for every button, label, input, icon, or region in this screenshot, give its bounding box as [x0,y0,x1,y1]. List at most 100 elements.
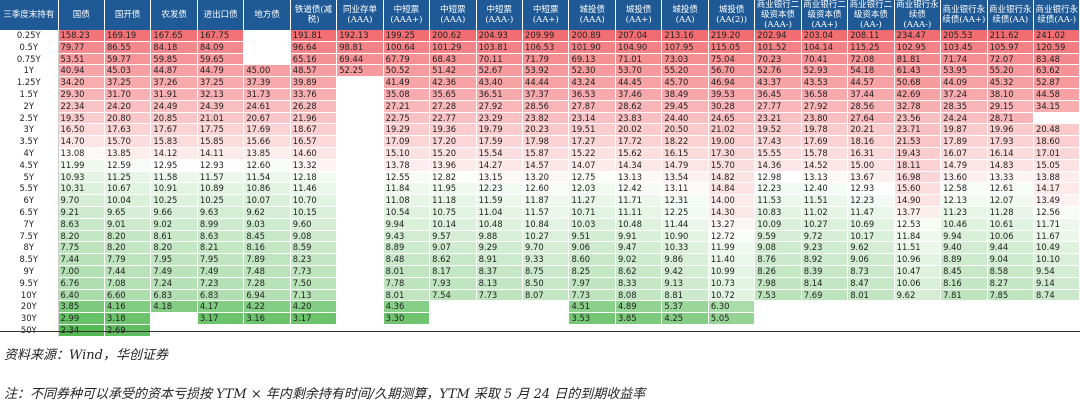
header-cell: 中短票(AA+) [522,0,570,30]
table-cell: 8.75 [522,265,570,278]
table-cell [336,312,384,325]
table-cell: 50.52 [383,64,431,77]
table-cell: 19.00 [708,135,756,148]
table-cell [429,324,477,337]
table-cell: 23.82 [522,112,570,124]
table-cell [940,324,988,337]
table-cell [894,300,942,313]
table-cell [336,253,384,266]
table-row: 7.5Y 8.20 8.20 8.61 8.63 8.45 9.08 9.43 9.57 9.88… [0,230,1080,242]
table-cell: 12.18 [290,171,338,183]
table-row: 0.5Y 79.77 86.55 84.18 84.09 96.64 98.81 100.64… [0,41,1080,54]
header-cell: 中短票(AAA-) [476,0,524,30]
table-cell: 14.57 [522,159,570,172]
table-cell: 8.23 [290,253,338,266]
table-cell: 8.33 [615,277,663,290]
table-cell: 24.24 [940,112,988,124]
table-cell [336,182,384,195]
row-tenor: 7.5Y [0,230,59,242]
table-cell: 28.62 [615,100,663,113]
table-cell: 14.30 [708,206,756,219]
table-cell: 59.77 [104,53,152,65]
table-cell: 12.60 [243,159,291,172]
table-cell: 17.59 [476,135,524,148]
table-cell: 52.67 [476,64,524,77]
table-cell: 11.95 [429,182,477,195]
table-cell [847,324,895,337]
table-cell: 10.27 [801,218,849,231]
table-cell: 28.35 [940,100,988,113]
table-cell: 16.15 [661,147,709,160]
row-tenor: 5.5Y [0,182,59,195]
table-row: 9Y 7.00 7.44 7.49 7.49 7.48 7.73 8.01 8.17 8.37 8.… [0,265,1080,278]
table-cell: 8.20 [150,241,198,254]
table-cell [940,300,988,313]
table-cell: 8.16 [243,241,291,254]
table-cell: 34.15 [1033,100,1080,113]
table-cell: 37.46 [615,88,663,101]
table-cell: 199.25 [383,30,431,42]
table-cell: 8.47 [847,277,895,290]
table-cell: 12.60 [522,182,570,195]
table-cell: 15.78 [801,147,849,160]
table-cell: 10.06 [894,277,942,290]
table-row: 10Y 6.40 6.60 6.83 6.83 6.94 7.13 8.01 7.54 7.73 8… [0,289,1080,301]
table-cell: 101.29 [429,41,477,54]
table-cell: 9.88 [476,230,524,242]
table-cell: 5.05 [708,312,756,325]
table-cell: 17.27 [568,135,616,148]
table-cell: 12.95 [150,159,198,172]
header-tenor: 三季度末持有 [0,0,59,30]
table-cell: 10.10 [1033,253,1080,266]
table-cell: 9.86 [661,253,709,266]
table-cell: 13.78 [383,159,431,172]
table-cell: 16.07 [940,147,988,160]
table-cell: 10.04 [104,194,152,207]
table-cell: 10.99 [708,265,756,278]
table-cell: 15.70 [708,159,756,172]
table-cell [336,100,384,113]
table-row: 4.5Y 11.99 12.59 12.95 12.93 12.60 13.32 13.78 1… [0,159,1080,172]
header-cell: 城投债(AA+) [615,0,663,30]
table-cell: 34.20 [58,76,105,89]
table-cell: 11.99 [708,241,756,254]
table-cell [894,324,942,337]
header-cell: 城投债(AAA) [568,0,616,30]
table-row: 5.5Y 10.31 10.67 10.91 10.89 10.86 11.46 11.84 1… [0,182,1080,195]
table-row: 1Y 40.94 45.03 44.87 44.79 45.00 48.57 52.25 50.… [0,64,1080,77]
source-note: 资料来源：Wind，华创证券 [4,348,168,363]
row-tenor: 8Y [0,241,59,254]
header-cell: 进出口债 [197,0,245,30]
table-cell: 9.60 [290,218,338,231]
table-cell: 11.11 [615,206,663,219]
table-cell: 6.60 [104,289,152,301]
table-cell: 12.13 [940,194,988,207]
table-cell: 14.34 [615,159,663,172]
table-cell: 8.59 [290,241,338,254]
table-cell: 13.33 [987,171,1035,183]
table-cell [522,324,570,337]
table-cell: 8.20 [104,230,152,242]
table-cell: 15.05 [1033,159,1080,172]
table-cell: 9.70 [58,194,105,207]
table-cell: 12.23 [754,182,802,195]
row-tenor: 0.25Y [0,30,59,42]
table-cell [754,300,802,313]
table-cell: 19.43 [894,147,942,160]
table-cell: 53.92 [522,64,570,77]
table-cell: 8.14 [801,277,849,290]
table-cell: 12.82 [429,171,477,183]
table-cell: 11.51 [801,194,849,207]
table-cell: 7.98 [754,277,802,290]
table-cell [336,206,384,219]
header-cell: 中短票(AAA+) [383,0,431,30]
table-cell: 71.74 [940,53,988,65]
table-cell: 16.14 [987,147,1035,160]
table-cell: 68.43 [429,53,477,65]
table-cell: 29.30 [58,88,105,101]
table-cell [801,324,849,337]
table-cell: 102.95 [894,41,942,54]
table-cell: 10.83 [754,206,802,219]
row-tenor: 30Y [0,312,59,325]
table-cell: 14.07 [568,159,616,172]
